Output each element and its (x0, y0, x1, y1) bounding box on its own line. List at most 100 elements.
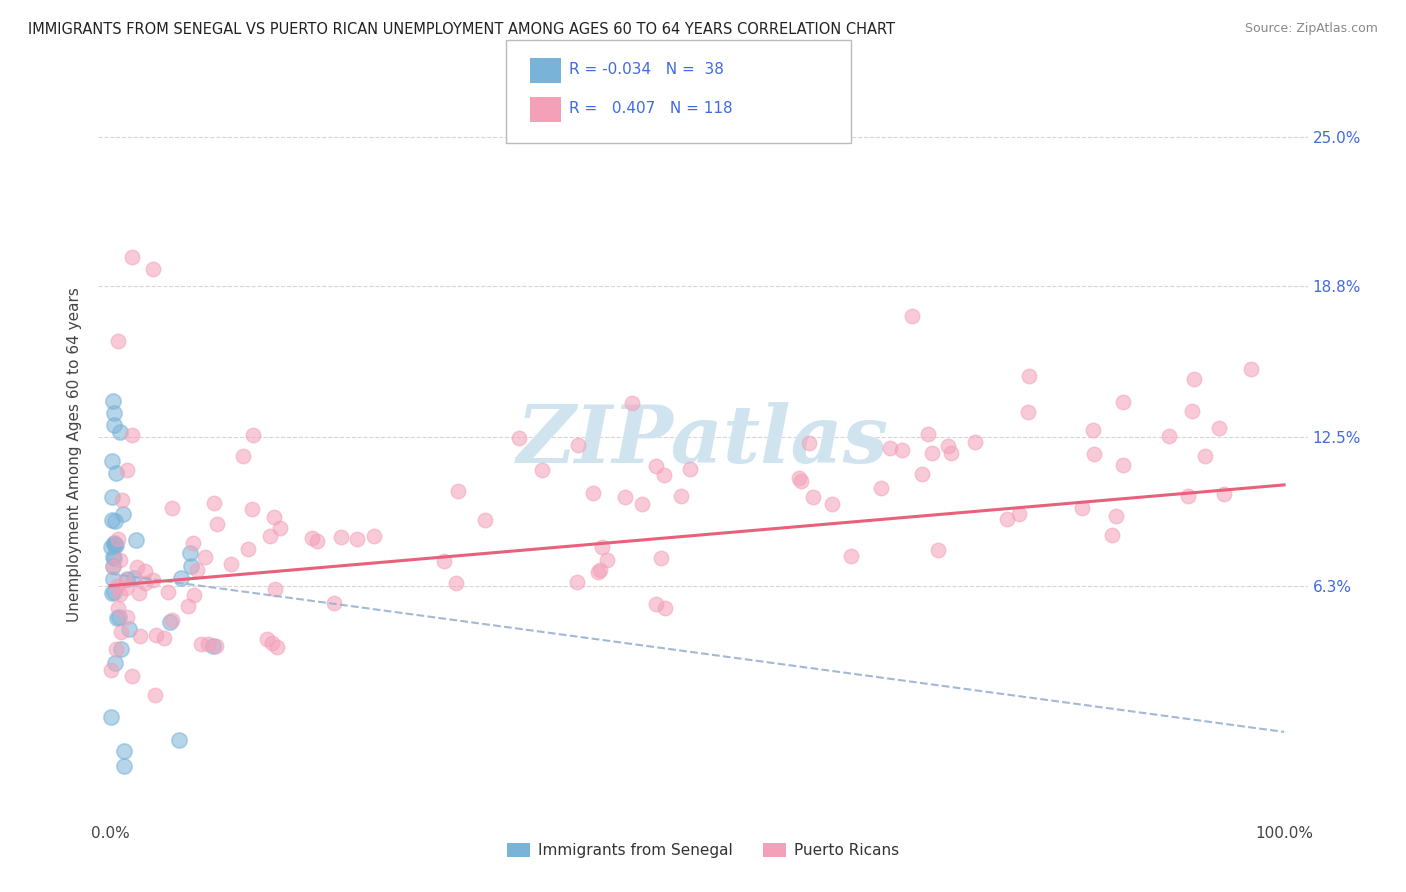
Point (108, 425, 131, 439)
Point (586, 565, 609, 579)
Y-axis label: Unemployment Among Ages 60 to 64 years: Unemployment Among Ages 60 to 64 years (67, 287, 83, 623)
Point (936, 439, 959, 453)
Point (654, 601, 676, 615)
Point (186, 563, 208, 577)
Point (101, 549, 124, 564)
Point (1104, 509, 1126, 524)
Point (121, 250, 143, 264)
Point (181, 536, 204, 550)
Point (1018, 369, 1040, 384)
Point (142, 573, 165, 587)
Text: R =   0.407   N = 118: R = 0.407 N = 118 (569, 102, 733, 116)
Point (101, 513, 124, 527)
Point (112, 744, 135, 758)
Text: Source: ZipAtlas.com: Source: ZipAtlas.com (1244, 22, 1378, 36)
Point (879, 442, 901, 456)
Point (821, 498, 844, 512)
Point (190, 637, 212, 651)
Point (204, 496, 226, 510)
Point (118, 622, 141, 636)
Point (179, 546, 201, 560)
Point (103, 535, 125, 549)
Point (121, 428, 143, 442)
Point (1101, 528, 1123, 542)
Point (269, 521, 291, 535)
Point (1017, 405, 1039, 419)
Point (787, 470, 810, 484)
Point (582, 486, 605, 500)
Point (669, 489, 692, 503)
Point (107, 533, 129, 547)
Point (965, 434, 987, 449)
Point (1194, 449, 1216, 463)
Point (117, 610, 139, 624)
Point (160, 613, 183, 627)
Point (156, 585, 179, 599)
Point (101, 560, 124, 574)
Point (115, 572, 138, 586)
Point (183, 588, 205, 602)
Point (1112, 458, 1135, 472)
Point (262, 636, 284, 650)
Point (433, 554, 456, 568)
Point (103, 406, 125, 420)
Point (104, 514, 127, 528)
Point (176, 599, 198, 613)
Point (927, 543, 949, 558)
Point (508, 432, 530, 446)
Point (238, 542, 260, 557)
Point (630, 497, 652, 511)
Point (122, 571, 145, 585)
Point (105, 641, 128, 656)
Point (242, 428, 264, 442)
Point (911, 467, 934, 482)
Point (105, 579, 128, 593)
Point (115, 581, 138, 595)
Point (103, 417, 125, 432)
Point (650, 550, 672, 565)
Point (531, 463, 554, 477)
Point (100, 709, 122, 723)
Point (110, 493, 132, 508)
Point (180, 559, 202, 574)
Point (1083, 423, 1105, 437)
Point (167, 733, 190, 747)
Point (1208, 421, 1230, 435)
Point (219, 557, 242, 571)
Point (100, 663, 122, 677)
Point (870, 481, 893, 495)
Point (1177, 489, 1199, 503)
Point (591, 540, 613, 554)
Point (104, 466, 127, 480)
Point (205, 516, 228, 531)
Point (104, 538, 127, 552)
Point (801, 490, 824, 504)
Point (121, 669, 143, 683)
Point (232, 449, 254, 463)
Point (917, 427, 939, 442)
Point (652, 467, 675, 482)
Point (588, 563, 610, 577)
Point (153, 631, 176, 645)
Point (129, 629, 152, 643)
Point (1212, 487, 1234, 501)
Point (108, 609, 131, 624)
Point (170, 571, 193, 585)
Point (240, 501, 263, 516)
Point (104, 538, 127, 552)
Point (613, 490, 636, 504)
Point (266, 640, 288, 655)
Text: ZIPatlas: ZIPatlas (517, 401, 889, 479)
Point (1112, 395, 1135, 409)
Point (128, 586, 150, 600)
Point (679, 462, 702, 476)
Point (901, 309, 924, 323)
Point (995, 512, 1018, 526)
Point (1008, 507, 1031, 521)
Point (124, 533, 146, 547)
Point (101, 558, 124, 573)
Point (108, 587, 131, 601)
Legend: Immigrants from Senegal, Puerto Ricans: Immigrants from Senegal, Puerto Ricans (501, 837, 905, 864)
Point (644, 597, 666, 611)
Point (145, 628, 167, 642)
